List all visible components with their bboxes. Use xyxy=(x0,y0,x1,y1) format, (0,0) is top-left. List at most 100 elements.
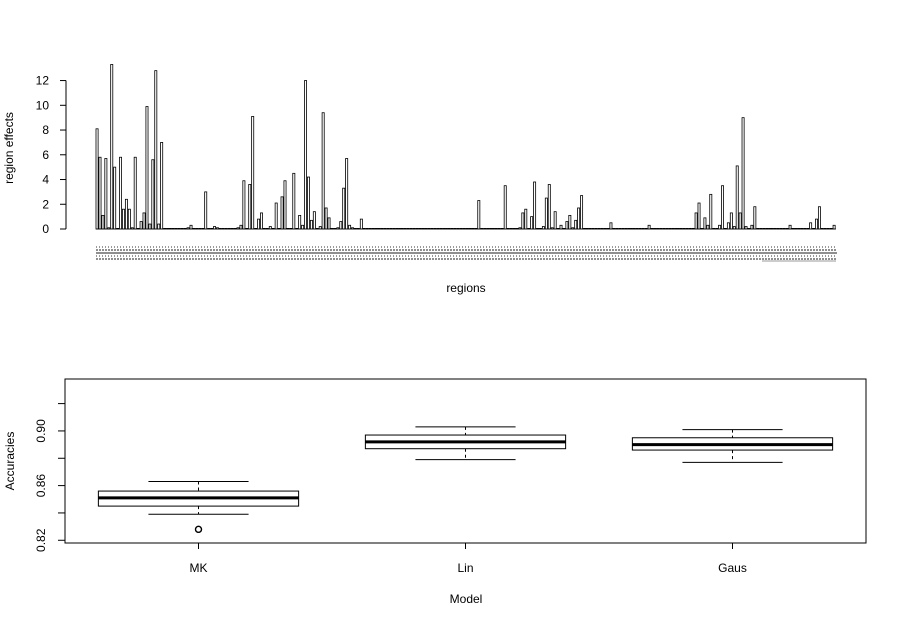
box-mk xyxy=(97,481,300,534)
bar xyxy=(321,112,325,230)
bar xyxy=(242,180,246,230)
box-x-tick-label: MK xyxy=(190,561,208,575)
bar xyxy=(101,214,105,230)
bar xyxy=(735,165,739,230)
box-y-tick-label: 0.90 xyxy=(34,419,48,443)
bar xyxy=(280,196,284,230)
bar xyxy=(204,191,208,230)
bar xyxy=(274,202,278,230)
bar-y-tick-label: 2 xyxy=(42,197,49,211)
bar xyxy=(98,156,102,230)
bar xyxy=(119,156,122,230)
bar xyxy=(788,224,792,230)
accuracies-box-plot: 0.82 0.86 0.90 MK Lin Gaus Accuracies Model xyxy=(3,378,867,606)
bar xyxy=(359,218,363,230)
bar xyxy=(729,212,733,230)
bar xyxy=(142,212,146,230)
bar-x-axis-title: regions xyxy=(446,281,485,295)
bar xyxy=(307,176,310,230)
bar xyxy=(124,198,128,230)
bar xyxy=(721,185,724,230)
bar xyxy=(753,206,757,230)
bar-y-tick-label: 0 xyxy=(42,222,49,236)
bar xyxy=(154,70,158,230)
bar xyxy=(544,197,548,230)
bar xyxy=(565,221,569,230)
bar xyxy=(148,223,152,230)
bar xyxy=(524,208,528,230)
bar-y-tick-label: 6 xyxy=(42,148,49,162)
bar xyxy=(113,166,117,230)
bar xyxy=(345,158,349,230)
bar xyxy=(151,159,155,230)
bar xyxy=(815,218,818,230)
bar xyxy=(157,223,161,230)
box-x-axis-title: Model xyxy=(450,592,483,606)
bar xyxy=(248,184,252,230)
box-y-tick-label: 0.86 xyxy=(34,474,48,498)
bar xyxy=(503,185,507,230)
bar xyxy=(324,207,328,230)
box-y-axis-title: Accuracies xyxy=(3,432,17,491)
bar xyxy=(577,207,581,230)
bar xyxy=(342,187,346,230)
bar xyxy=(251,116,255,230)
region-effects-bar-chart: 0 2 4 6 8 10 12 region effects regions xyxy=(2,64,837,295)
bar xyxy=(239,224,243,230)
bar xyxy=(257,218,261,230)
box-series xyxy=(97,426,834,534)
bar xyxy=(104,158,108,230)
bar xyxy=(750,224,754,230)
bar-series xyxy=(95,64,836,230)
bar xyxy=(574,219,578,230)
bar xyxy=(521,212,525,230)
bar xyxy=(809,222,813,230)
box-y-tick-label: 0.82 xyxy=(34,528,48,552)
box-y-axis: 0.82 0.86 0.90 xyxy=(34,403,65,552)
bar xyxy=(110,64,114,230)
bar xyxy=(301,224,305,230)
bar xyxy=(817,206,821,230)
box-x-tick-label: Gaus xyxy=(718,561,747,575)
bar xyxy=(832,224,836,230)
bar-y-tick-label: 8 xyxy=(42,123,49,137)
bar xyxy=(703,217,707,230)
bar xyxy=(292,172,296,230)
bar xyxy=(694,212,698,230)
bar xyxy=(559,224,563,230)
box-x-axis: MK Lin Gaus xyxy=(190,543,747,575)
bar xyxy=(530,216,534,230)
bar xyxy=(647,224,651,230)
bar xyxy=(609,222,613,230)
outlier-point xyxy=(194,525,203,534)
bar xyxy=(312,211,316,230)
bar-y-tick-label: 10 xyxy=(36,98,50,112)
bar xyxy=(122,208,125,230)
bar xyxy=(533,181,537,230)
bar xyxy=(127,208,131,230)
bar-y-tick-label: 12 xyxy=(36,74,50,88)
bar xyxy=(139,221,143,230)
bar xyxy=(327,217,331,230)
box-lin xyxy=(364,426,567,461)
bar xyxy=(706,224,710,230)
bar xyxy=(477,200,481,230)
bar xyxy=(741,117,745,230)
bar xyxy=(580,195,584,230)
bar xyxy=(95,128,99,230)
bar-y-axis: 0 2 4 6 8 10 12 xyxy=(36,74,67,236)
bar-y-axis-title: region effects xyxy=(2,112,16,184)
bar xyxy=(718,224,722,230)
bar xyxy=(697,202,701,230)
bar xyxy=(260,212,263,230)
bar xyxy=(709,193,713,230)
box-plot-frame xyxy=(64,378,867,544)
bar xyxy=(568,214,572,230)
bar xyxy=(553,211,557,230)
bar xyxy=(547,184,551,230)
bar xyxy=(189,224,193,230)
bar xyxy=(726,222,730,230)
bar xyxy=(133,156,137,230)
bar xyxy=(145,106,149,230)
